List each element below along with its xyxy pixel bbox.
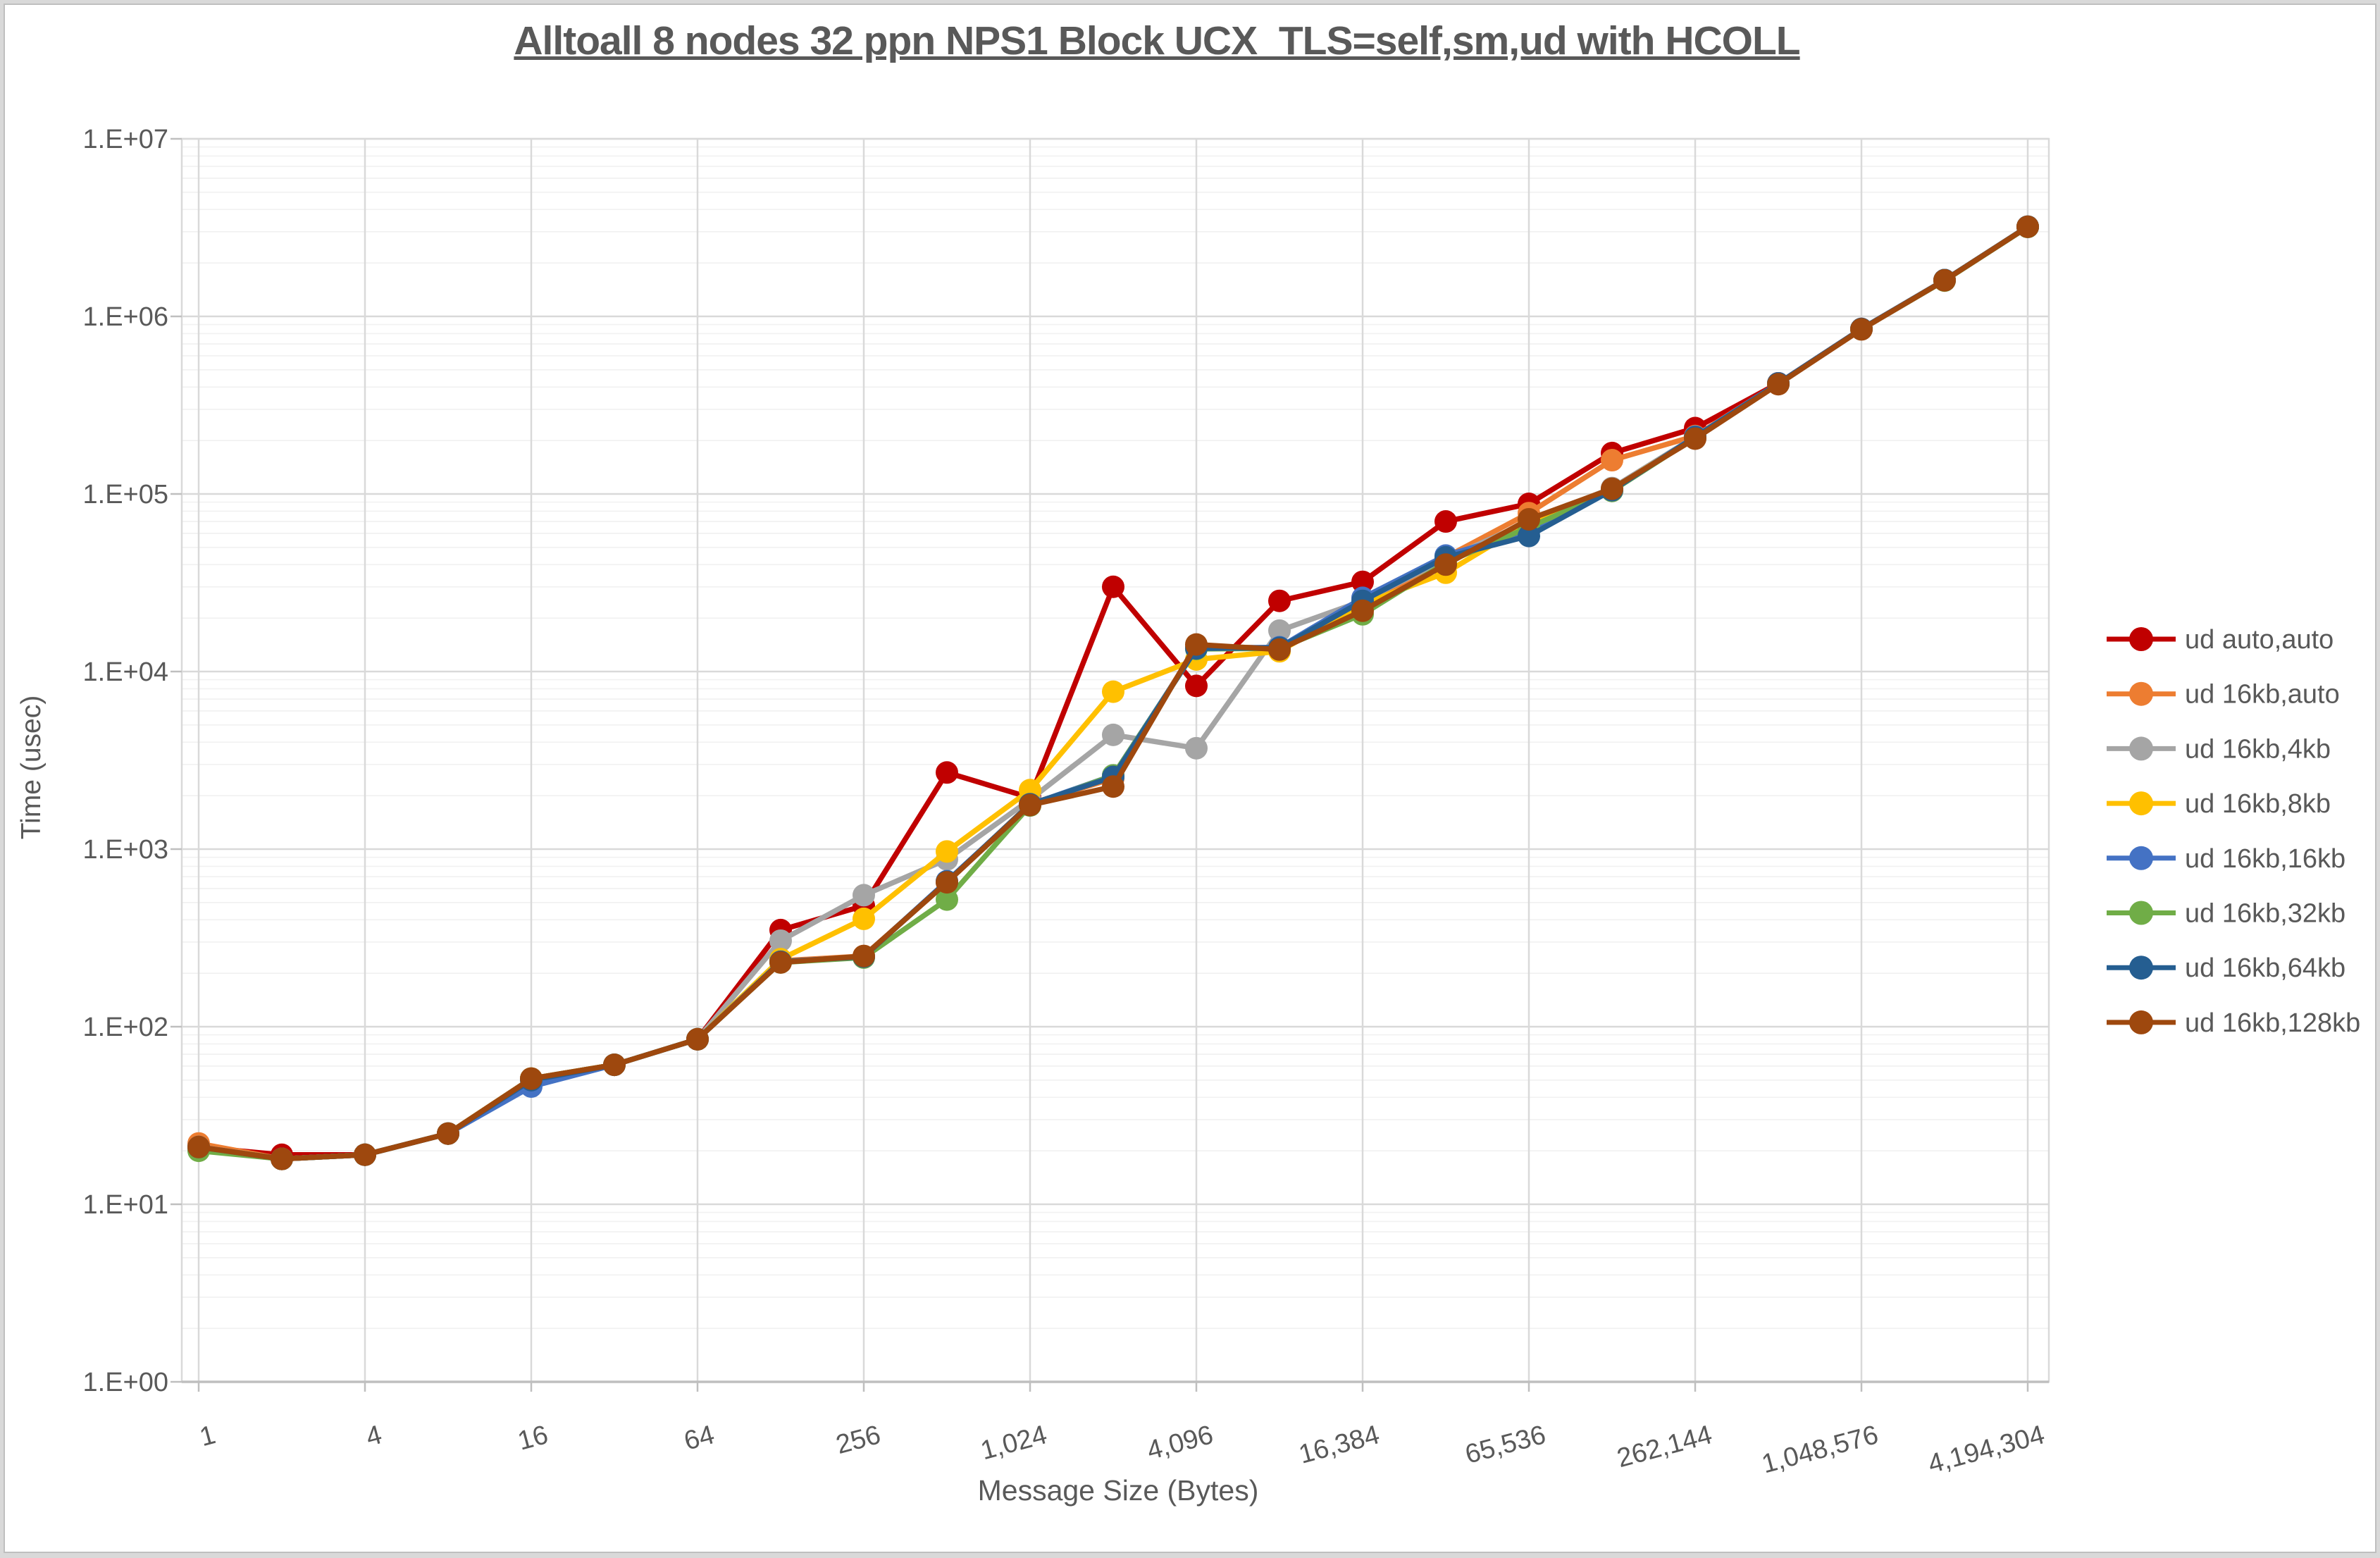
y-tick-label: 1.E+04: [83, 657, 169, 687]
y-tick-label: 1.E+05: [83, 480, 169, 509]
data-point: [1767, 373, 1790, 396]
y-tick-label: 1.E+06: [83, 302, 169, 332]
x-tick-label: 256: [833, 1420, 884, 1460]
legend-item: ud 16kb,16kb: [2107, 844, 2345, 874]
legend-item-label: ud 16kb,128kb: [2185, 1008, 2360, 1038]
data-point: [1268, 638, 1291, 661]
legend-marker-dot: [2129, 956, 2153, 980]
data-point: [520, 1067, 543, 1090]
legend-item: ud 16kb,128kb: [2107, 1008, 2360, 1038]
data-point: [603, 1053, 626, 1077]
data-point: [1185, 736, 1208, 760]
x-tick-label: 65,536: [1462, 1420, 1549, 1470]
y-tick-label: 1.E+07: [83, 125, 169, 154]
data-point: [1351, 570, 1374, 593]
data-point: [271, 1147, 293, 1170]
data-point: [853, 884, 875, 907]
plot-svg: 1.E+00 1.E+01 1.E+02 1.E+03 1.E+04 1.E+05 1.E+…: [83, 125, 2361, 1479]
x-tick-label: 4: [363, 1420, 385, 1452]
legend-item-label: ud auto,auto: [2185, 625, 2333, 655]
data-point: [1518, 524, 1540, 548]
x-tick-label: 4,194,304: [1925, 1420, 2047, 1479]
data-point: [1684, 427, 1706, 450]
data-point: [1601, 477, 1623, 500]
x-tick-label: 16: [515, 1420, 552, 1457]
data-point: [1102, 723, 1124, 746]
chart-title: Alltoall 8 nodes 32 ppn NPS1 Block UCX_T…: [514, 18, 1800, 63]
legend-item: ud 16kb,64kb: [2107, 953, 2345, 983]
data-point: [936, 840, 958, 863]
data-point: [1102, 775, 1124, 798]
legend-marker-dot: [2129, 901, 2153, 925]
data-point: [1434, 510, 1457, 533]
data-point: [1351, 599, 1374, 622]
chart-window: Alltoall 8 nodes 32 ppn NPS1 Block UCX_T…: [4, 4, 2376, 1553]
data-point: [1601, 449, 1623, 472]
data-point: [853, 907, 875, 930]
data-point: [686, 1027, 709, 1051]
data-point: [354, 1143, 376, 1166]
data-point: [1102, 575, 1124, 598]
data-point: [936, 871, 958, 894]
legend-item: ud 16kb,4kb: [2107, 734, 2331, 764]
y-tick-label: 1.E+00: [83, 1368, 169, 1397]
data-point: [2016, 215, 2039, 238]
legend-marker-dot: [2129, 736, 2153, 761]
legend-item: ud 16kb,auto: [2107, 680, 2340, 710]
data-point: [1518, 507, 1540, 531]
x-tick-label: 1,048,576: [1759, 1420, 1881, 1479]
legend-item: ud auto,auto: [2107, 625, 2333, 655]
data-point: [437, 1122, 459, 1145]
legend-marker-dot: [2129, 627, 2153, 651]
data-point: [1933, 268, 1956, 292]
legend-item: ud 16kb,32kb: [2107, 899, 2345, 929]
data-point: [1434, 553, 1457, 576]
data-point: [853, 944, 875, 967]
data-point: [1268, 619, 1291, 642]
y-tick-label: 1.E+01: [83, 1190, 169, 1220]
legend-item: ud 16kb,8kb: [2107, 789, 2331, 819]
x-tick-label: 262,144: [1614, 1420, 1716, 1473]
legend-marker-dot: [2129, 791, 2153, 816]
x-tick-label: 1: [197, 1420, 218, 1452]
x-tick-label: 64: [681, 1420, 718, 1457]
x-tick-label: 1,024: [978, 1420, 1050, 1466]
y-tick-label: 1.E+02: [83, 1013, 169, 1042]
legend-item-label: ud 16kb,16kb: [2185, 844, 2345, 874]
legend-marker-dot: [2129, 681, 2153, 706]
y-tick-label: 1.E+03: [83, 835, 169, 865]
data-point: [187, 1135, 210, 1158]
legend-item-label: ud 16kb,auto: [2185, 680, 2340, 710]
x-tick-label: 16,384: [1296, 1420, 1382, 1470]
data-point: [769, 929, 792, 952]
legend-marker-dot: [2129, 846, 2153, 870]
legend-item-label: ud 16kb,64kb: [2185, 953, 2345, 983]
data-point: [769, 951, 792, 974]
legend-marker-dot: [2129, 1010, 2153, 1034]
legend-item-label: ud 16kb,8kb: [2185, 789, 2331, 819]
plot-border: [180, 137, 2050, 1383]
x-axis-title: Message Size (Bytes): [977, 1474, 1259, 1507]
x-tick-label: 4,096: [1144, 1420, 1217, 1466]
y-axis-title: Time (usec): [16, 695, 47, 840]
legend-item-label: ud 16kb,32kb: [2185, 899, 2345, 929]
data-point: [1850, 318, 1873, 341]
data-point: [936, 888, 958, 911]
data-point: [1185, 674, 1208, 698]
data-point: [936, 761, 958, 784]
data-point: [1019, 793, 1041, 817]
data-point: [1102, 680, 1124, 703]
legend-item-label: ud 16kb,4kb: [2185, 734, 2331, 764]
data-point: [1268, 589, 1291, 612]
data-point: [1185, 633, 1208, 656]
